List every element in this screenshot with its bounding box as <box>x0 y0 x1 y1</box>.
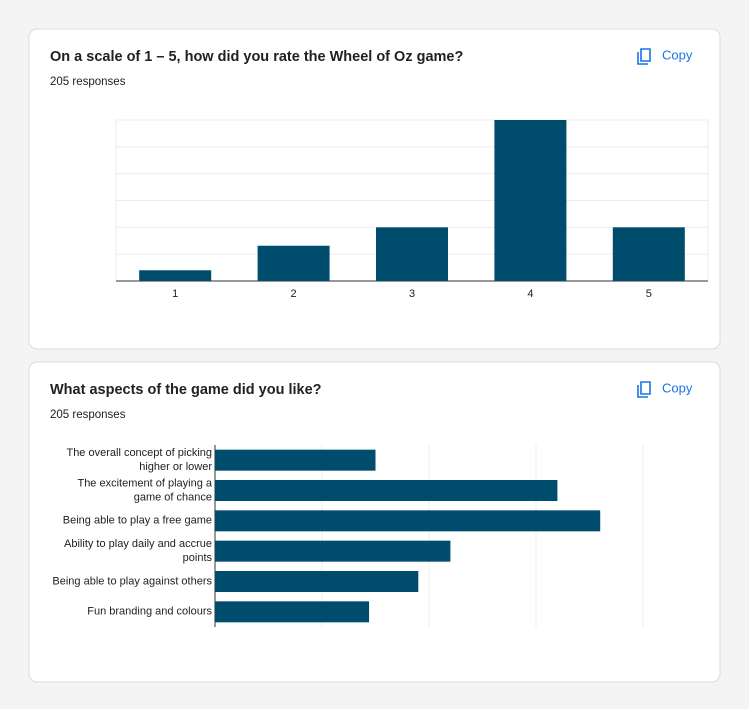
label-line: higher or lower <box>139 461 212 473</box>
bar <box>215 540 451 562</box>
label-line: points <box>183 552 213 564</box>
y-tick-label: Being able to play a free game <box>63 515 212 527</box>
x-tick-label: 5 <box>646 288 652 300</box>
response-count: 205 responses <box>50 409 126 421</box>
x-tick-label: 1 <box>172 288 178 300</box>
chart-title: What aspects of the game did you like? <box>50 382 322 398</box>
chart-title: On a scale of 1 – 5, how did you rate th… <box>50 49 463 65</box>
x-tick-label: 3 <box>409 288 415 300</box>
copy-label[interactable]: Copy <box>662 380 693 395</box>
y-tick-label: The overall concept of picking higher or … <box>66 447 212 473</box>
copy-label[interactable]: Copy <box>662 47 693 62</box>
y-tick-label: The excitement of playing a game of chanc… <box>77 477 212 503</box>
copy-button[interactable]: Copy <box>632 44 704 68</box>
x-tick-label: 4 <box>527 288 533 300</box>
copy-icon <box>637 381 651 398</box>
label-line: Ability to play daily and accrue <box>64 538 212 550</box>
bar <box>215 480 558 501</box>
bar <box>215 510 601 532</box>
bar <box>139 270 212 281</box>
response-count: 205 responses <box>50 76 126 88</box>
bar <box>494 120 567 281</box>
label-line: The overall concept of picking <box>66 447 212 459</box>
x-tick-label: 2 <box>291 288 297 300</box>
bar <box>257 245 330 281</box>
bar <box>215 601 370 623</box>
y-tick-label: Being able to play against others <box>52 575 212 587</box>
label-line: game of chance <box>134 491 212 503</box>
y-tick-label: Fun branding and colours <box>87 606 212 618</box>
bar <box>376 227 448 281</box>
bar <box>215 571 419 592</box>
y-tick-label: Ability to play daily and accrue points <box>64 538 212 564</box>
bar <box>215 449 376 471</box>
card <box>28 28 721 350</box>
bar <box>612 227 685 281</box>
label-line: The excitement of playing a <box>77 477 212 489</box>
copy-icon <box>637 48 651 65</box>
copy-button[interactable]: Copy <box>632 377 704 401</box>
